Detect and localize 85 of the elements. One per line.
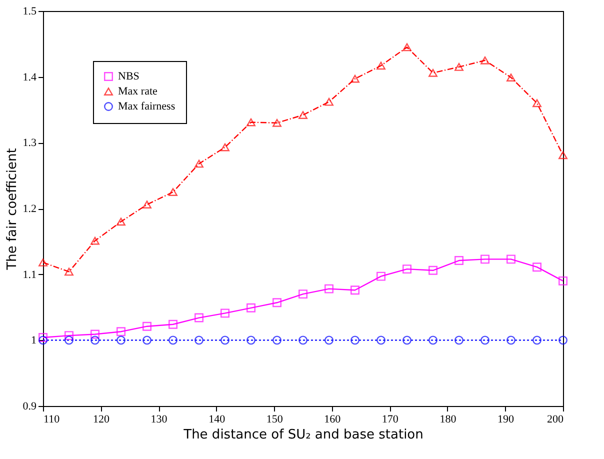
- point: [532, 262, 542, 272]
- x-tick-label: 180: [440, 414, 457, 426]
- point: [168, 336, 178, 345]
- point: [168, 320, 178, 329]
- x-tick-label: 190: [497, 414, 514, 426]
- point: [116, 327, 126, 336]
- point: [558, 336, 568, 345]
- point: [194, 160, 204, 168]
- point: [350, 74, 360, 83]
- point: [532, 336, 542, 345]
- x-tick-label: 140: [208, 414, 226, 426]
- point: [246, 118, 256, 126]
- point: [194, 336, 204, 345]
- point: [402, 264, 412, 274]
- point: [350, 286, 360, 295]
- x-tick-label: 160: [324, 414, 342, 426]
- legend-label: Max fairness: [118, 100, 176, 112]
- point: [428, 266, 438, 275]
- point: [194, 313, 204, 322]
- point: [272, 118, 282, 127]
- x-tick-label: 200: [547, 414, 564, 426]
- point: [220, 336, 230, 345]
- point: [428, 336, 438, 345]
- point: [116, 336, 126, 345]
- point: [142, 336, 152, 345]
- point: [64, 268, 74, 276]
- point: [480, 336, 490, 345]
- point: [350, 336, 360, 345]
- point: [142, 200, 152, 209]
- point: [428, 68, 438, 77]
- point: [116, 218, 126, 226]
- point: [454, 256, 464, 265]
- point: [64, 331, 74, 340]
- point: [506, 74, 516, 82]
- point: [272, 336, 282, 345]
- y-tick-label: 1.4: [22, 71, 37, 84]
- point: [142, 322, 152, 331]
- point: [246, 303, 256, 312]
- point: [558, 151, 568, 160]
- point: [272, 298, 282, 308]
- point: [298, 290, 308, 299]
- point: [220, 308, 230, 318]
- y-tick-label: 1.1: [22, 268, 36, 281]
- point: [402, 336, 412, 345]
- y-tick-label: 1.5: [22, 6, 37, 18]
- point: [376, 336, 386, 345]
- point: [376, 62, 386, 70]
- x-tick-label: 170: [382, 414, 399, 426]
- point: [506, 336, 516, 345]
- legend-label: NBS: [118, 70, 140, 82]
- point: [64, 336, 74, 345]
- point: [38, 336, 48, 345]
- point: [38, 258, 48, 266]
- point: [90, 330, 100, 339]
- point: [220, 143, 230, 152]
- point: [480, 56, 490, 64]
- point: [402, 43, 412, 52]
- point: [506, 254, 516, 264]
- y-tick-label: 1: [31, 334, 36, 347]
- y-tick-label: 0.9: [22, 400, 37, 412]
- point: [90, 336, 100, 345]
- x-axis-title: The distance of SU₂ and base station: [182, 428, 424, 442]
- point: [38, 333, 48, 342]
- point: [298, 336, 308, 345]
- point: [324, 336, 334, 345]
- y-tick-label: 1.2: [22, 203, 36, 215]
- point: [454, 336, 464, 345]
- point: [246, 336, 256, 345]
- point: [532, 99, 542, 108]
- x-tick-label: 120: [93, 414, 110, 426]
- x-tick-label: 130: [150, 414, 168, 426]
- x-tick-label: 150: [266, 414, 284, 426]
- point: [558, 276, 568, 286]
- point: [298, 111, 308, 119]
- point: [168, 188, 178, 196]
- y-axis-title: The fair coefficient: [4, 148, 20, 271]
- point: [376, 272, 386, 281]
- point: [324, 98, 334, 106]
- point: [90, 236, 100, 245]
- x-tick-label: 110: [44, 414, 60, 426]
- point: [324, 284, 334, 294]
- point: [454, 63, 464, 71]
- y-tick-label: 1.3: [22, 137, 37, 150]
- point: [480, 254, 490, 264]
- legend-label: Max rate: [118, 86, 158, 98]
